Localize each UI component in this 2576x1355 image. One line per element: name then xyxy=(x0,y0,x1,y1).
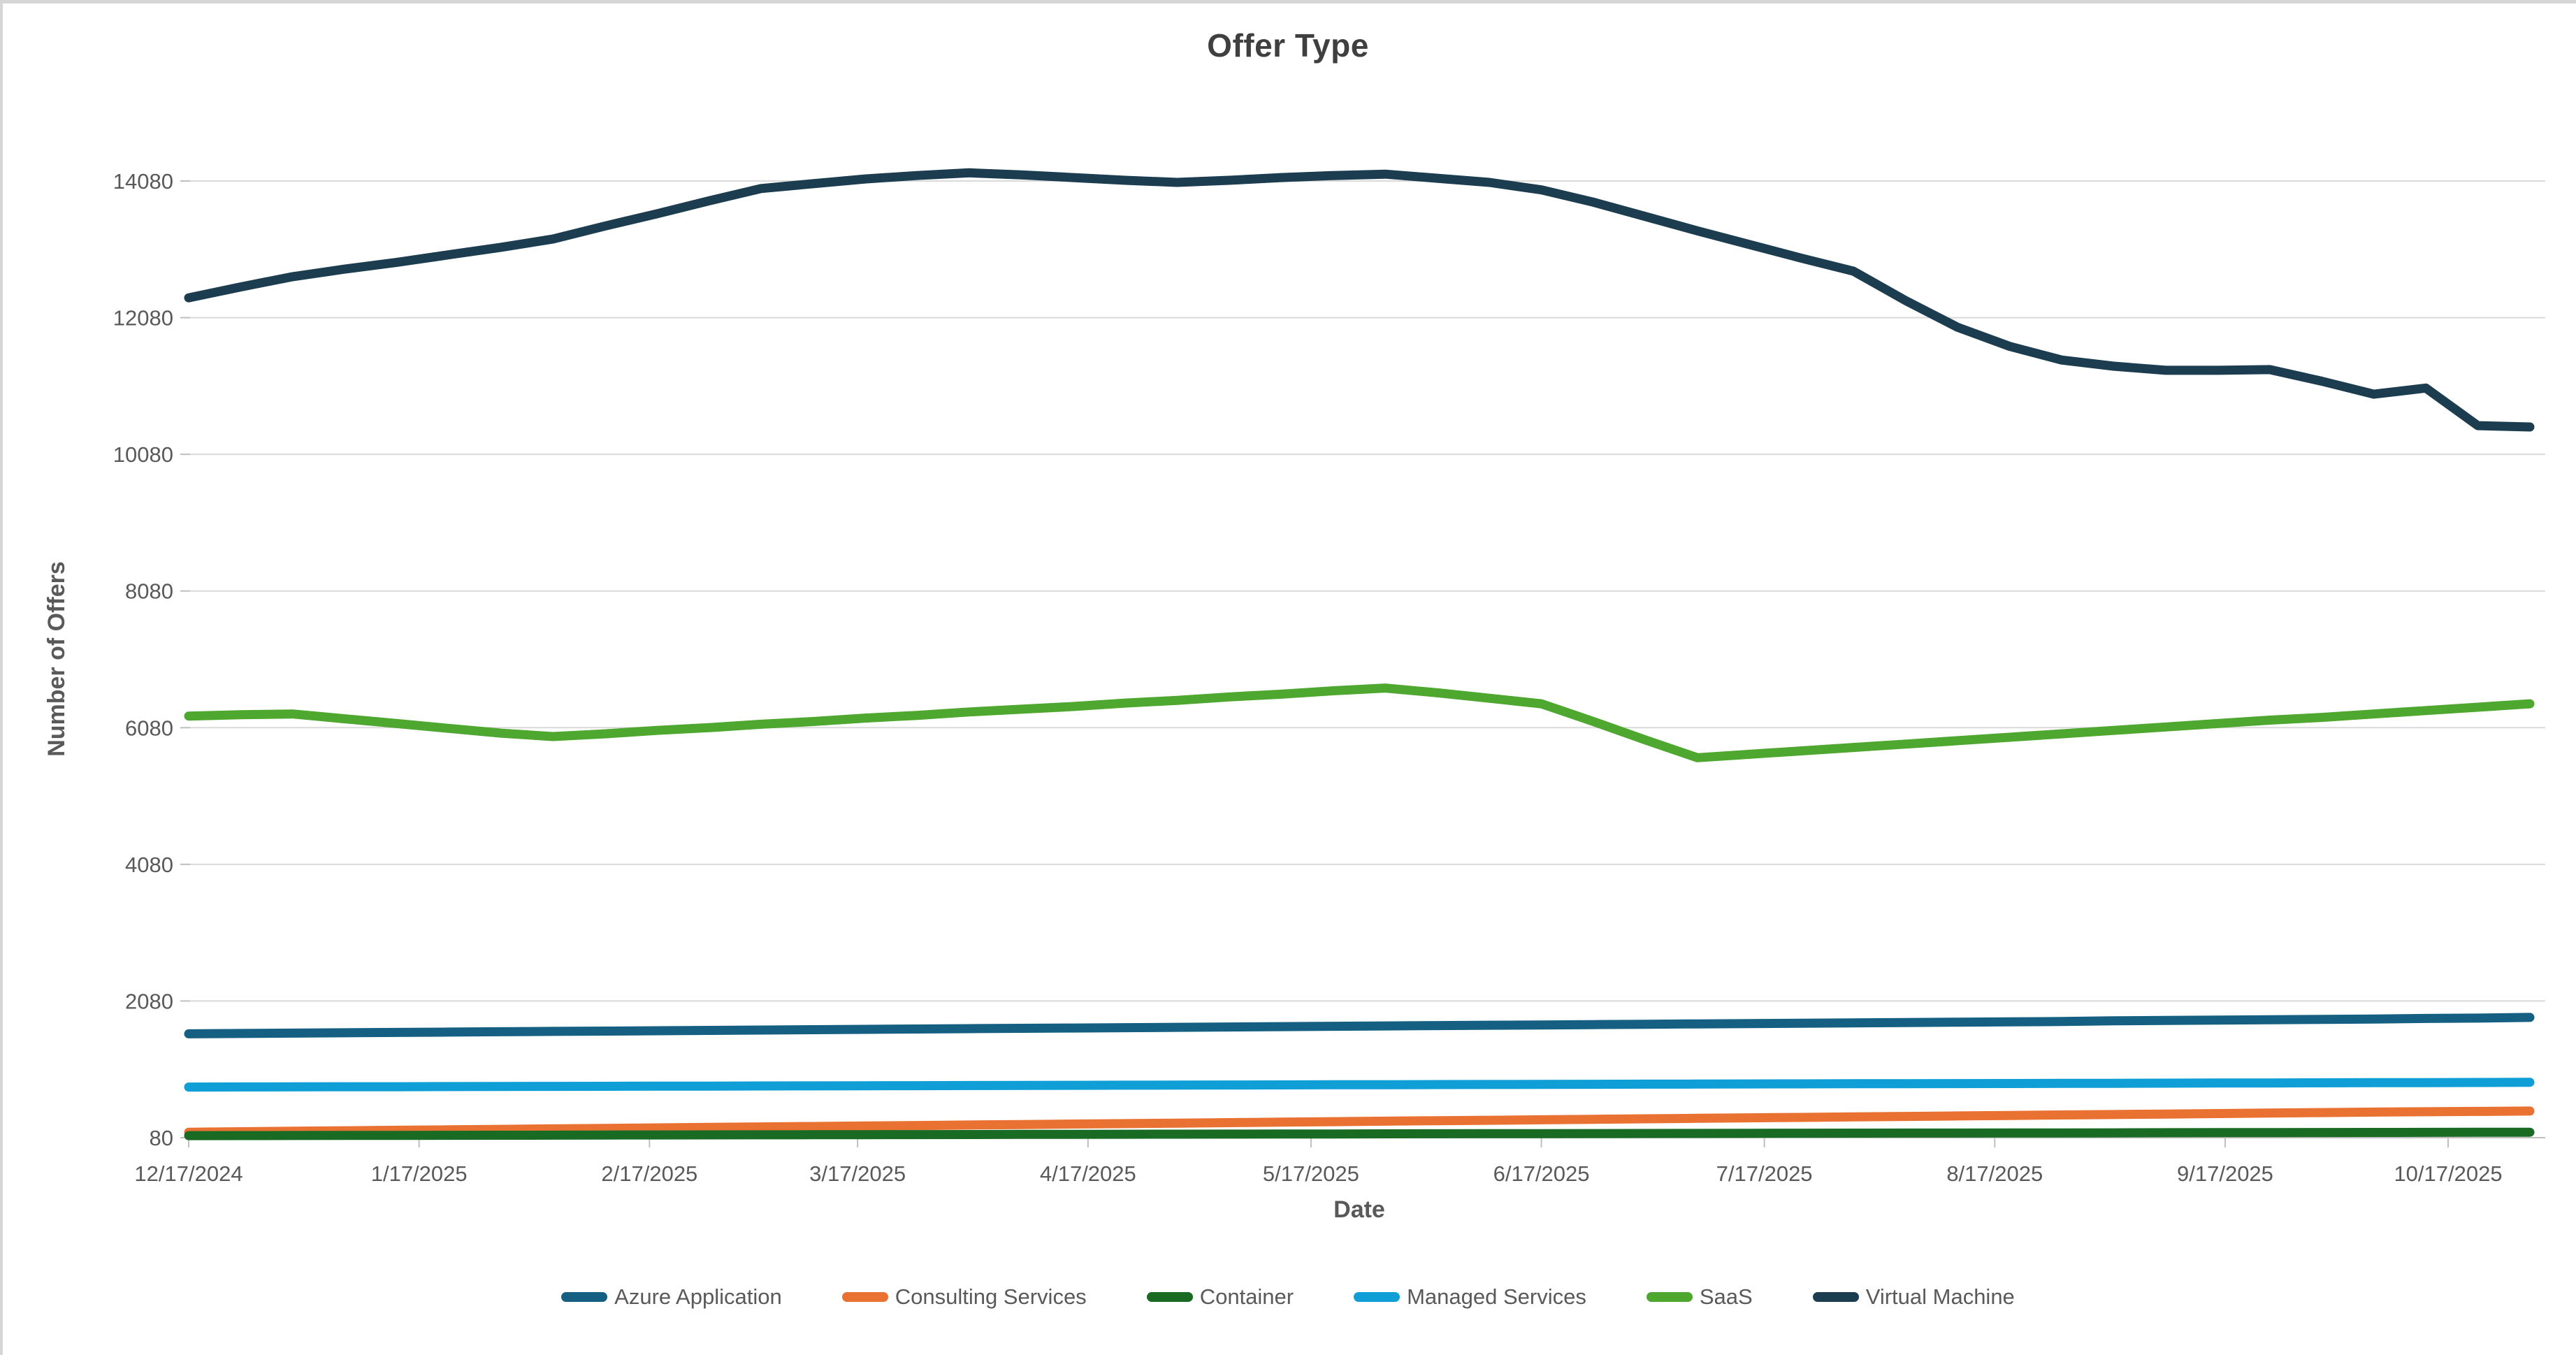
legend-label: Consulting Services xyxy=(895,1284,1087,1309)
x-tick-label: 8/17/2025 xyxy=(1946,1161,2043,1186)
legend-label: Virtual Machine xyxy=(1865,1284,2015,1309)
legend-swatch-icon xyxy=(841,1292,888,1302)
x-axis-title: Date xyxy=(1333,1196,1385,1223)
legend-swatch-icon xyxy=(1354,1292,1401,1302)
legend-swatch-icon xyxy=(1146,1292,1193,1302)
y-tick-label: 14080 xyxy=(113,169,173,194)
series-line-container xyxy=(184,1127,2535,1140)
x-tick-label: 3/17/2025 xyxy=(809,1161,906,1186)
x-tick-label: 2/17/2025 xyxy=(601,1161,697,1186)
y-tick-label: 10080 xyxy=(113,442,173,467)
legend-swatch-icon xyxy=(561,1292,608,1302)
legend-item-consulting-services: Consulting Services xyxy=(841,1284,1087,1310)
window-border-top xyxy=(0,0,2576,3)
legend-label: Container xyxy=(1199,1284,1294,1309)
window-border-left xyxy=(0,0,3,1355)
y-tick-label: 12080 xyxy=(113,306,173,331)
chart-title: Offer Type xyxy=(1207,27,1369,64)
legend-item-managed-services: Managed Services xyxy=(1354,1284,1586,1310)
series-line-consulting-services xyxy=(184,1106,2535,1137)
y-tick-label: 2080 xyxy=(125,989,173,1013)
y-tick-label: 4080 xyxy=(125,853,173,877)
x-tick-label: 10/17/2025 xyxy=(2394,1161,2502,1186)
x-tick-label: 12/17/2024 xyxy=(134,1161,243,1186)
legend-item-container: Container xyxy=(1146,1284,1294,1310)
x-tick-label: 6/17/2025 xyxy=(1493,1161,1590,1186)
legend-label: Azure Application xyxy=(614,1284,782,1309)
legend-label: SaaS xyxy=(1699,1284,1753,1309)
x-tick-label: 9/17/2025 xyxy=(2177,1161,2273,1186)
y-tick-label: 80 xyxy=(150,1126,173,1150)
legend-item-azure-application: Azure Application xyxy=(561,1284,782,1310)
series-line-azure-application xyxy=(184,1013,2535,1038)
x-tick-label: 5/17/2025 xyxy=(1263,1161,1359,1186)
legend-item-virtual-machine: Virtual Machine xyxy=(1812,1284,2015,1310)
legend-label: Managed Services xyxy=(1407,1284,1586,1309)
legend-item-saas: SaaS xyxy=(1646,1284,1753,1310)
legend-swatch-icon xyxy=(1812,1292,1859,1302)
series-line-saas xyxy=(184,683,2535,762)
legend-swatch-icon xyxy=(1646,1292,1693,1302)
x-tick-label: 7/17/2025 xyxy=(1716,1161,1813,1186)
y-tick-label: 8080 xyxy=(125,579,173,604)
y-tick-label: 6080 xyxy=(125,716,173,740)
x-tick-label: 1/17/2025 xyxy=(371,1161,468,1186)
series-line-managed-services xyxy=(184,1078,2535,1092)
series-line-virtual-machine xyxy=(184,168,2535,432)
chart-legend: Azure Application Consulting Services Cont… xyxy=(0,1284,2576,1310)
x-tick-label: 4/17/2025 xyxy=(1040,1161,1136,1186)
